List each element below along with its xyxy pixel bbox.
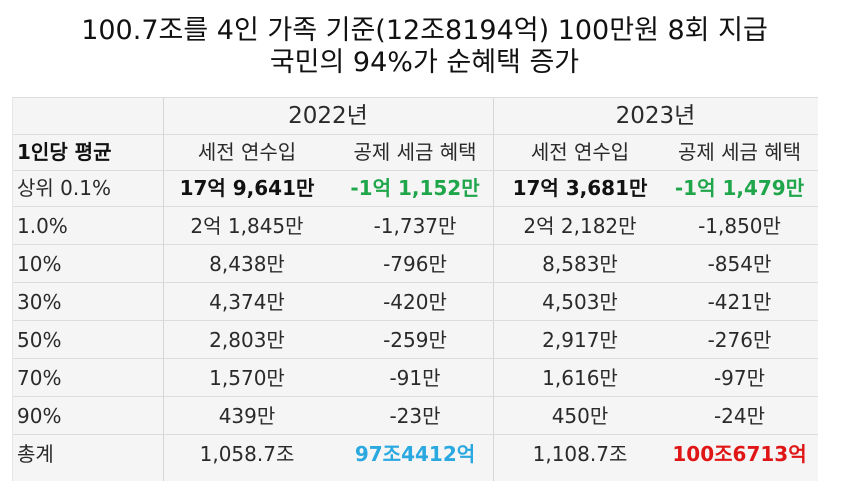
benefit-2023: -1억 1,479만	[674, 176, 805, 200]
header-benefit-2022: 공제 세금 혜택	[353, 140, 477, 164]
income-2023: 2억 2,182만	[523, 214, 637, 238]
income-2022: 4,374만	[209, 290, 285, 314]
row-label: 50%	[17, 328, 62, 352]
total-row: 총계 1,058.7조 97조4412억 1,108.7조 100조6713억	[13, 436, 818, 472]
row-label: 1.0%	[17, 214, 68, 238]
income-2022: 439만	[218, 404, 276, 428]
benefit-2022: 97조4412억	[354, 442, 476, 466]
column-divider	[493, 98, 494, 481]
header-income-2023: 세전 연수입	[530, 140, 630, 164]
table-row: 10% 8,438만 -796만 8,583만 -854만	[13, 246, 818, 283]
income-2023: 2,917만	[542, 328, 618, 352]
income-2022: 2,803만	[209, 328, 285, 352]
income-2022: 2억 1,845만	[190, 214, 304, 238]
benefit-2023: -276만	[707, 328, 772, 352]
row-label: 총계	[17, 442, 54, 466]
income-2022: 8,438만	[209, 252, 285, 276]
income-2023: 17억 3,681만	[512, 176, 648, 200]
benefit-2023: -97만	[713, 366, 766, 390]
benefit-2023: -854만	[707, 252, 772, 276]
benefit-2023: -421만	[707, 290, 772, 314]
title-line-2: 국민의 94%가 순혜택 증가	[269, 47, 580, 78]
income-2023: 1,108.7조	[532, 442, 628, 466]
table-row: 30% 4,374만 -420만 4,503만 -421만	[13, 284, 818, 321]
income-2022: 1,058.7조	[199, 442, 295, 466]
table-row: 90% 439만 -23만 450만 -24만	[13, 398, 818, 435]
column-header-row: 1인당 평균 세전 연수입 공제 세금 혜택 세전 연수입 공제 세금 혜택	[13, 134, 818, 171]
column-divider	[163, 98, 164, 481]
table-row: 50% 2,803만 -259만 2,917만 -276만	[13, 322, 818, 359]
year-2022: 2022년	[288, 103, 368, 129]
benefit-2022: -23만	[389, 404, 441, 428]
header-income-2022: 세전 연수입	[197, 140, 297, 164]
year-2023: 2023년	[615, 103, 696, 129]
table-row: 70% 1,570만 -91만 1,616만 -97만	[13, 360, 818, 397]
income-2023: 450만	[551, 404, 609, 428]
benefit-2022: -1억 1,152만	[350, 176, 480, 200]
benefit-2022: -259만	[383, 328, 447, 352]
income-tax-table: 2022년 2023년 1인당 평균 세전 연수입 공제 세금 혜택 세전 연수…	[12, 97, 818, 481]
header-per-person-average: 1인당 평균	[17, 140, 112, 164]
benefit-2023: -1,850만	[698, 214, 781, 238]
income-2023: 1,616만	[542, 366, 618, 390]
benefit-2023: -24만	[713, 404, 766, 428]
year-header-row: 2022년 2023년	[13, 98, 818, 135]
income-2022: 17억 9,641만	[179, 176, 315, 200]
income-2023: 8,583만	[542, 252, 618, 276]
benefit-2022: -796만	[383, 252, 447, 276]
row-label: 10%	[17, 252, 62, 276]
row-label: 90%	[17, 404, 62, 428]
income-2023: 4,503만	[542, 290, 618, 314]
row-label: 70%	[17, 366, 62, 390]
title-line-1: 100.7조를 4인 가족 기준(12조8194억) 100만원 8회 지급	[81, 15, 768, 46]
benefit-2023: 100조6713억	[672, 442, 807, 466]
table-row: 상위 0.1% 17억 9,641만 -1억 1,152만 17억 3,681만…	[13, 170, 818, 207]
header-benefit-2023: 공제 세금 혜택	[677, 140, 802, 164]
benefit-2022: -91만	[389, 366, 441, 390]
table-row: 1.0% 2억 1,845만 -1,737만 2억 2,182만 -1,850만	[13, 208, 818, 245]
benefit-2022: -1,737만	[373, 214, 457, 238]
income-2022: 1,570만	[209, 366, 285, 390]
benefit-2022: -420만	[383, 290, 447, 314]
row-label: 30%	[17, 290, 62, 314]
row-label: 상위 0.1%	[17, 176, 111, 200]
